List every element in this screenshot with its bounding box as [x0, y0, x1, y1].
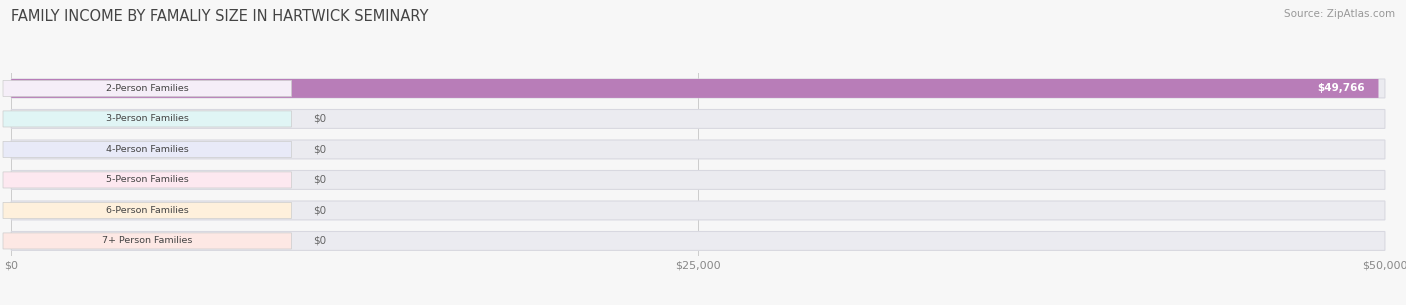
Text: 2-Person Families: 2-Person Families: [105, 84, 188, 93]
Text: 4-Person Families: 4-Person Families: [105, 145, 188, 154]
FancyBboxPatch shape: [11, 170, 1385, 189]
FancyBboxPatch shape: [11, 231, 1385, 250]
Text: $0: $0: [314, 175, 326, 185]
Text: $0: $0: [314, 145, 326, 154]
FancyBboxPatch shape: [3, 81, 291, 96]
FancyBboxPatch shape: [11, 79, 1378, 98]
Text: $49,766: $49,766: [1317, 84, 1365, 93]
FancyBboxPatch shape: [11, 140, 1385, 159]
Text: FAMILY INCOME BY FAMALIY SIZE IN HARTWICK SEMINARY: FAMILY INCOME BY FAMALIY SIZE IN HARTWIC…: [11, 9, 429, 24]
FancyBboxPatch shape: [3, 203, 291, 218]
Text: $0: $0: [314, 236, 326, 246]
Text: 7+ Person Families: 7+ Person Families: [103, 236, 193, 246]
FancyBboxPatch shape: [11, 109, 1385, 128]
FancyBboxPatch shape: [3, 172, 291, 188]
Text: 6-Person Families: 6-Person Families: [105, 206, 188, 215]
FancyBboxPatch shape: [11, 201, 1385, 220]
Text: $0: $0: [314, 206, 326, 215]
FancyBboxPatch shape: [11, 79, 1385, 98]
Text: Source: ZipAtlas.com: Source: ZipAtlas.com: [1284, 9, 1395, 19]
FancyBboxPatch shape: [3, 111, 291, 127]
Text: $0: $0: [314, 114, 326, 124]
Text: 3-Person Families: 3-Person Families: [105, 114, 188, 124]
FancyBboxPatch shape: [3, 233, 291, 249]
FancyBboxPatch shape: [3, 142, 291, 157]
Text: 5-Person Families: 5-Person Families: [105, 175, 188, 185]
